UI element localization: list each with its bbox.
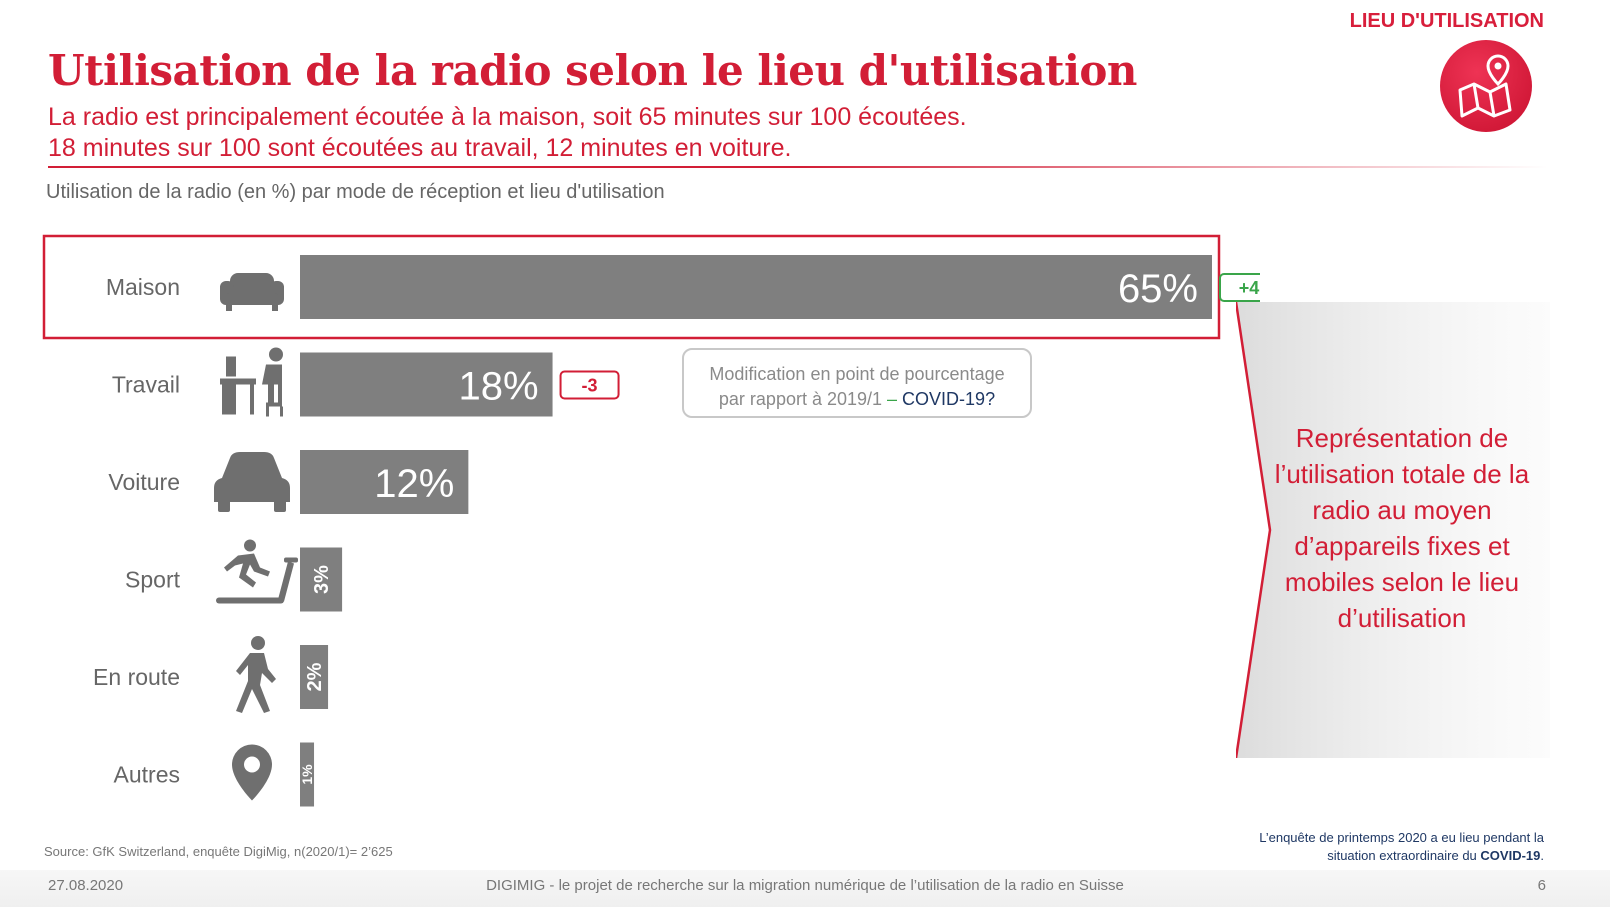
- category-label-en-route: En route: [93, 664, 180, 690]
- value-label-autres: 1%: [299, 764, 315, 785]
- legend-line-2: par rapport à 2019/1 – COVID-19?: [684, 387, 1030, 412]
- survey-note-line-2: situation extraordinaire du COVID-19.: [1259, 847, 1544, 865]
- side-note-panel: [1236, 302, 1550, 758]
- category-label-voiture: Voiture: [108, 469, 180, 495]
- survey-note-line-2-suffix: .: [1540, 848, 1544, 863]
- bar-autres: [300, 742, 315, 807]
- value-label-sport: 3%: [311, 565, 333, 594]
- car-icon: [214, 452, 290, 512]
- bar-en-route: [300, 645, 329, 709]
- section-badge: [1440, 40, 1532, 132]
- bar-chart: Maison 65% +4 Travail 18% -3 Voiture 12% Sport 3%…: [42, 234, 1260, 807]
- change-badge-travail: [559, 370, 620, 400]
- survey-note: L’enquête de printemps 2020 a eu lieu pe…: [1259, 829, 1544, 865]
- page-number: 6: [1537, 877, 1546, 894]
- bar-sport: [300, 547, 343, 612]
- bar-maison: [300, 255, 1212, 319]
- footer-bar: [0, 870, 1610, 907]
- subtitle-line-1: La radio est principalement écoutée à la…: [48, 103, 967, 131]
- value-label-voiture: 12%: [374, 462, 454, 506]
- map-pin-icon: [1458, 54, 1512, 118]
- category-label-sport: Sport: [125, 567, 181, 593]
- chart-caption: Utilisation de la radio (en %) par mode …: [46, 181, 665, 203]
- bar-voiture: [300, 450, 469, 514]
- legend-covid: COVID-19?: [897, 389, 996, 409]
- survey-note-line-1: L’enquête de printemps 2020 a eu lieu pe…: [1259, 830, 1544, 845]
- source-note: Source: GfK Switzerland, enquête DigiMig…: [44, 844, 393, 859]
- legend-line-1: Modification en point de pourcentage: [709, 364, 1005, 384]
- category-label-travail: Travail: [112, 372, 180, 398]
- value-label-travail: 18%: [458, 365, 538, 409]
- armchair-icon: [220, 273, 284, 311]
- survey-note-line-2-prefix: situation extraordinaire du: [1327, 848, 1481, 863]
- legend-line-2-prefix: par rapport à 2019/1: [718, 389, 888, 409]
- desk-worker-icon: [220, 347, 283, 417]
- location-pin-icon: [232, 744, 272, 801]
- change-badge-maison: [1219, 273, 1260, 302]
- change-label-travail: -3: [582, 376, 598, 396]
- section-label: LIEU D'UTILISATION: [1349, 10, 1544, 32]
- footer-date: 27.08.2020: [48, 877, 124, 894]
- change-label-maison: +4: [1239, 278, 1260, 298]
- legend-dash: –: [887, 389, 898, 409]
- survey-note-covid: COVID-19: [1480, 848, 1541, 863]
- footer-project-title: DIGIMIG - le projet de recherche sur la …: [486, 877, 1124, 894]
- treadmill-runner-icon: [216, 539, 298, 604]
- bar-travail: [300, 352, 553, 417]
- subtitle-line-2: 18 minutes sur 100 sont écoutées au trav…: [48, 134, 792, 162]
- side-note-text: Représentation de l’utilisation totale d…: [1274, 423, 1530, 633]
- value-label-en-route: 2%: [304, 662, 326, 691]
- change-legend-box: Modification en point de pourcentage par…: [682, 348, 1032, 418]
- title-divider: [48, 166, 1548, 168]
- walking-person-icon: [236, 636, 276, 713]
- page-title: Utilisation de la radio selon le lieu d'…: [48, 46, 1137, 95]
- category-label-autres: Autres: [114, 762, 180, 788]
- category-label-maison: Maison: [106, 274, 180, 300]
- value-label-maison: 65%: [1118, 267, 1198, 311]
